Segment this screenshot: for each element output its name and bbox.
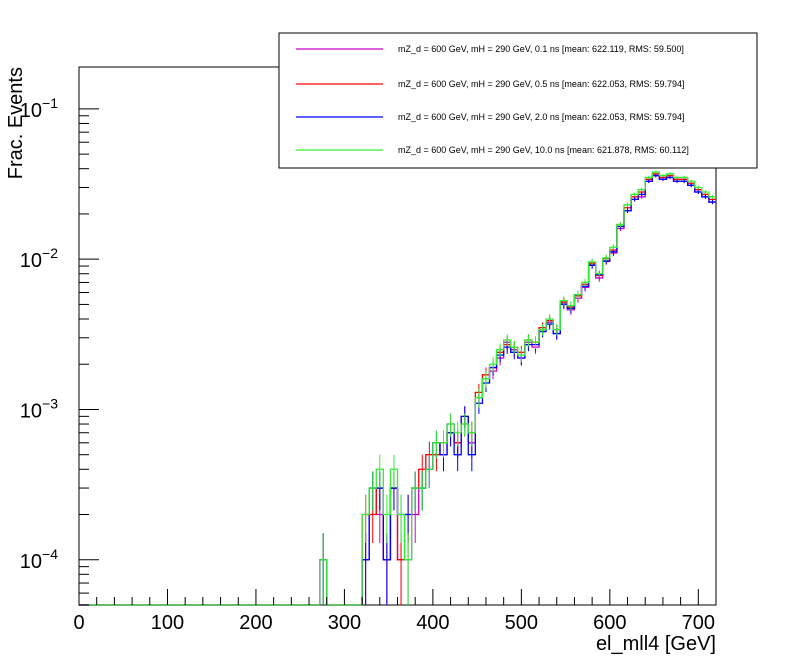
series-step-line: [318, 174, 716, 606]
x-tick-label: 400: [416, 612, 449, 634]
legend-entry: mZ_d = 600 GeV, mH = 290 GeV, 0.1 ns [me…: [296, 44, 684, 54]
legend-entry: mZ_d = 600 GeV, mH = 290 GeV, 0.5 ns [me…: [296, 79, 685, 89]
legend-label: mZ_d = 600 GeV, mH = 290 GeV, 10.0 ns [m…: [398, 145, 689, 155]
series-step-line: [318, 171, 716, 606]
y-axis: 10−4 10−3 10−2 10−1: [20, 95, 99, 606]
x-tick-label: 500: [505, 612, 538, 634]
x-tick-label: 300: [328, 612, 361, 634]
legend-entry: mZ_d = 600 GeV, mH = 290 GeV, 10.0 ns [m…: [296, 145, 689, 155]
series-layer: [79, 170, 716, 606]
y-tick-label: 10−1: [20, 95, 58, 122]
legend: mZ_d = 600 GeV, mH = 290 GeV, 0.1 ns [me…: [278, 32, 758, 169]
legend-label: mZ_d = 600 GeV, mH = 290 GeV, 0.5 ns [me…: [398, 79, 685, 89]
x-axis: 0 100 200 300 400 500 600 700: [73, 589, 717, 634]
series-3: [79, 170, 716, 606]
legend-label: mZ_d = 600 GeV, mH = 290 GeV, 2.0 ns [me…: [398, 112, 685, 122]
legend-box: [278, 32, 758, 169]
series-step-line: [318, 173, 716, 606]
x-tick-label: 100: [151, 612, 184, 634]
y-tick-label: 10−2: [20, 245, 58, 272]
y-tick-label: 10−3: [20, 395, 58, 422]
series-step-line: [318, 174, 716, 606]
x-tick-label: 0: [73, 612, 84, 634]
legend-label: mZ_d = 600 GeV, mH = 290 GeV, 0.1 ns [me…: [398, 44, 684, 54]
x-tick-label: 700: [682, 612, 715, 634]
y-axis-title: Frac. Events: [5, 67, 27, 179]
series-1: [79, 172, 716, 606]
x-tick-label: 600: [593, 612, 626, 634]
y-tick-label: 10−4: [20, 546, 58, 573]
legend-entry: mZ_d = 600 GeV, mH = 290 GeV, 2.0 ns [me…: [296, 112, 685, 122]
x-tick-label: 200: [239, 612, 272, 634]
x-axis-title: el_mll4 [GeV]: [596, 633, 716, 655]
